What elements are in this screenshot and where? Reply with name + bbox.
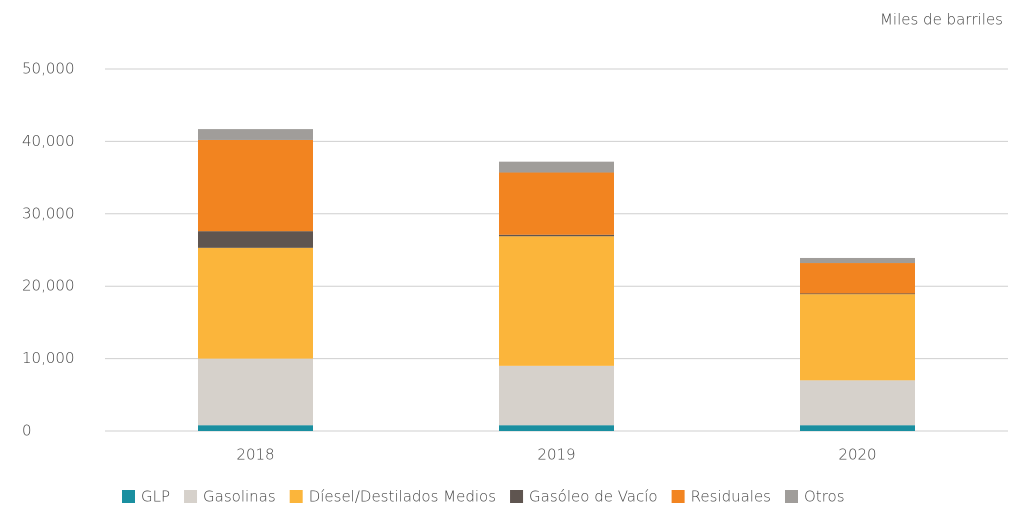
bar-segment xyxy=(499,172,614,235)
y-tick-label: 20,000 xyxy=(22,277,75,295)
bar-segment xyxy=(499,161,614,173)
bar-segment xyxy=(198,139,313,232)
y-tick-label: 50,000 xyxy=(22,60,75,78)
y-tick-label: 10,000 xyxy=(22,349,75,367)
y-tick-label: 0 xyxy=(22,422,32,440)
bar-segment xyxy=(198,425,313,431)
legend-label: Gasolinas xyxy=(203,488,276,506)
bar-segment xyxy=(800,263,915,294)
bar-segment xyxy=(499,234,614,237)
legend-swatch xyxy=(122,490,135,503)
bar-segment xyxy=(800,294,915,381)
y-tick-label: 40,000 xyxy=(22,132,75,150)
bar-segment xyxy=(499,425,614,431)
unit-label: Miles de barriles xyxy=(880,11,1003,29)
legend-label: Gasóleo de Vacío xyxy=(529,488,658,506)
legend-label: Residuales xyxy=(691,488,771,506)
x-tick-label: 2020 xyxy=(838,446,876,464)
bar-segment xyxy=(800,380,915,426)
bar-segment xyxy=(198,358,313,426)
bar-segment xyxy=(800,293,915,295)
bar-segment xyxy=(198,129,313,140)
legend-swatch xyxy=(671,490,685,503)
legend-label: GLP xyxy=(141,488,170,506)
legend-swatch xyxy=(184,490,198,503)
bar-segment xyxy=(800,257,915,264)
bar-segment xyxy=(198,231,313,248)
legend-swatch xyxy=(289,490,303,503)
bar-segment xyxy=(499,236,614,366)
bar-segment xyxy=(499,365,614,426)
bar-segment xyxy=(800,425,915,431)
legend-swatch xyxy=(785,490,798,503)
x-tick-label: 2019 xyxy=(537,446,575,464)
legend-label: Díesel/Destilados Medios xyxy=(309,488,496,506)
legend-label: Otros xyxy=(804,488,845,506)
y-tick-label: 30,000 xyxy=(22,204,75,222)
legend-swatch xyxy=(510,490,524,503)
bar-segment xyxy=(198,247,313,359)
x-tick-label: 2018 xyxy=(236,446,274,464)
